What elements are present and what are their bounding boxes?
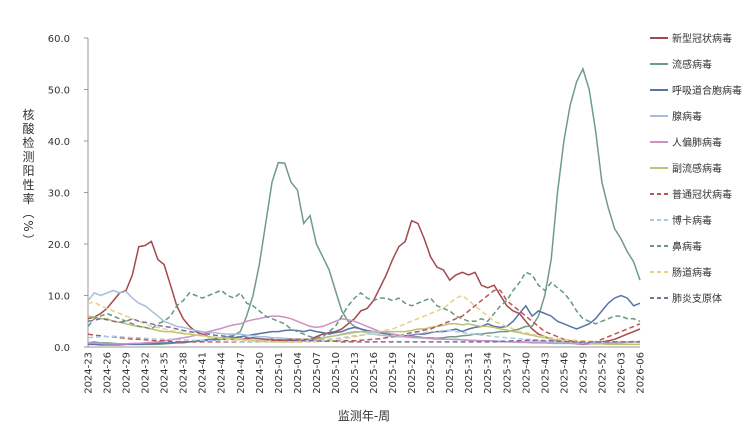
legend-label: 博卡病毒 (672, 214, 712, 227)
x-tick-label: 2025-52 (597, 352, 608, 394)
x-tick-label: 2024-32 (141, 352, 152, 394)
legend-label: 鼻病毒 (672, 240, 702, 253)
x-tick-label: 2025-34 (483, 352, 494, 394)
series-line (88, 315, 640, 345)
x-tick-label: 2024-50 (255, 352, 266, 394)
x-tick-label: 2025-01 (274, 352, 285, 394)
x-tick-label: 2025-22 (407, 352, 418, 394)
series-line (87, 271, 641, 339)
x-axis-title: 监测年-周 (338, 409, 390, 423)
x-tick-label: 2025-49 (578, 352, 589, 394)
legend-label: 腺病毒 (672, 110, 702, 123)
x-tick-label: 2025-28 (445, 352, 456, 394)
x-tick-label: 2025-07 (312, 352, 323, 394)
legend-label: 肺炎支原体 (672, 293, 722, 305)
x-tick-label: 2024-38 (179, 352, 190, 394)
y-tick-label: 50.0 (48, 86, 70, 97)
x-tick-label: 2024-26 (103, 352, 114, 394)
x-tick-label: 2024-35 (160, 352, 171, 394)
x-tick-label: 2024-29 (122, 352, 133, 394)
x-tick-label: 2024-41 (198, 352, 209, 394)
x-tick-label: 2025-10 (331, 352, 342, 394)
legend-label: 副流感病毒 (672, 162, 722, 175)
x-tick-label: 2024-23 (84, 352, 95, 394)
x-tick-label: 2025-16 (369, 352, 380, 394)
series-line (88, 294, 641, 346)
series-line (87, 66, 641, 346)
y-tick-label: 20.0 (48, 240, 70, 251)
y-axis-title: 核酸检测阳性率（%） (21, 108, 35, 248)
y-tick-label: 10.0 (48, 292, 70, 303)
series-line (87, 289, 641, 344)
x-tick-label: 2025-37 (502, 352, 513, 394)
legend-label: 新型冠状病毒 (672, 32, 732, 45)
x-tick-label: 2025-31 (464, 352, 475, 394)
legend-label: 流感病毒 (672, 58, 712, 71)
legend-label: 普通冠状病毒 (672, 188, 732, 201)
x-tick-label: 2026-03 (616, 352, 627, 394)
x-tick-label: 2025-04 (293, 352, 304, 394)
legend-label: 呼吸道合胞病毒 (672, 84, 742, 97)
legend-label: 人偏肺病毒 (672, 136, 722, 149)
x-tick-label: 2024-47 (236, 352, 247, 394)
x-tick-label: 2024-44 (217, 352, 228, 394)
x-tick-label: 2025-43 (540, 352, 551, 394)
series-line (87, 315, 640, 346)
x-tick-label: 2025-46 (559, 352, 570, 394)
legend-label: 肠道病毒 (672, 266, 712, 279)
y-tick-label: 60.0 (48, 34, 70, 45)
x-tick-label: 2026-06 (636, 352, 647, 394)
x-tick-label: 2025-13 (350, 352, 361, 394)
y-tick-label: 40.0 (48, 137, 70, 148)
y-tick-label: 30.0 (48, 189, 70, 200)
y-tick-label: 0.0 (54, 343, 70, 354)
series-line (87, 294, 640, 344)
x-tick-label: 2025-19 (388, 352, 399, 394)
x-tick-label: 2025-40 (521, 352, 532, 394)
x-tick-label: 2025-25 (426, 352, 437, 394)
